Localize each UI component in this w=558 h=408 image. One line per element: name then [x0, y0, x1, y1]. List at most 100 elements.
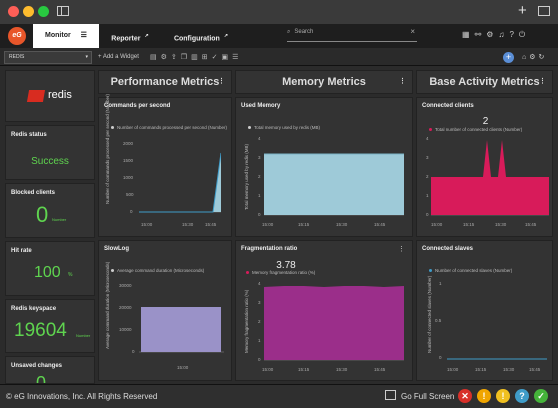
- y-axis-label: Number of connected slaves (Number): [427, 275, 432, 353]
- add-widget-button[interactable]: + Add a Widget: [98, 54, 139, 60]
- chart-legend: Number of commands processed per second …: [111, 125, 227, 130]
- bell-icon[interactable]: ♫: [498, 30, 510, 39]
- grid-icon[interactable]: ▦: [462, 30, 475, 39]
- kpi-hit-rate: Hit rate 100 %: [5, 241, 95, 296]
- error-status-icon[interactable]: ✕: [458, 389, 472, 403]
- home-icon[interactable]: ⌂: [522, 54, 530, 61]
- x-tick: 15:00: [431, 222, 443, 227]
- x-tick: 15:45: [205, 222, 217, 227]
- kpi-label: Hit rate: [11, 248, 32, 254]
- redis-logo-panel: redis: [5, 70, 95, 122]
- save-icon[interactable]: ▣: [221, 54, 233, 61]
- maximize-window-button[interactable]: [38, 6, 49, 17]
- y-tick: 2: [426, 174, 429, 179]
- x-tick: 15:30: [336, 367, 348, 372]
- clear-search-icon[interactable]: ×: [410, 27, 415, 36]
- section-activity: Base Activity Metrics ⋮: [416, 70, 553, 94]
- kpi-value: 19604: [14, 320, 67, 341]
- menu-icon[interactable]: ☰: [80, 32, 87, 39]
- chart-connected-slaves: Connected slaves Number of connected sla…: [416, 240, 553, 381]
- kpi-label: Redis status: [11, 132, 47, 138]
- component-select-value: REDIS: [9, 54, 25, 60]
- add-dashboard-button[interactable]: +: [503, 52, 514, 63]
- go-full-screen-button[interactable]: Go Full Screen: [401, 392, 455, 401]
- tab-reporter[interactable]: Reporter ↗: [100, 24, 160, 48]
- y-tick: 1: [426, 193, 429, 198]
- legend-label: Total number of connected clients (Numbe…: [435, 127, 523, 132]
- tab-monitor[interactable]: Monitor ☰: [33, 24, 99, 48]
- layout-icon[interactable]: ▤: [150, 54, 161, 61]
- chart-legend: Number of connected slaves (Number): [429, 268, 512, 273]
- chart-legend: Average command duration (Microseconds): [111, 268, 204, 273]
- x-tick: 15:15: [463, 222, 475, 227]
- legend-label: Memory fragmentation ratio (%): [252, 270, 316, 275]
- commands-plot: [139, 152, 221, 213]
- export-icon[interactable]: ⇪: [170, 54, 181, 61]
- minimize-window-button[interactable]: [23, 6, 34, 17]
- settings-icon[interactable]: ⚙: [486, 30, 499, 39]
- alert-status-icon[interactable]: !: [496, 389, 510, 403]
- kpi-value: 0: [36, 202, 49, 227]
- settings-icon[interactable]: ⚙: [160, 54, 171, 61]
- toolbar-right-icons: ⌂⚙↻: [522, 53, 547, 61]
- y-tick: 10000: [119, 327, 132, 332]
- close-window-button[interactable]: [8, 6, 19, 17]
- sidebar-toggle-icon[interactable]: [57, 6, 69, 16]
- kpi-value: 100: [34, 264, 61, 281]
- new-tab-icon[interactable]: +: [518, 2, 527, 19]
- chart-title: SlowLog: [104, 246, 129, 252]
- header-icons: ▦⚯⚙♫?⏻: [462, 30, 530, 40]
- app-header: eG Monitor ☰ Reporter ↗ Configuration ↗ ▦⚯…: [0, 24, 558, 48]
- y-tick: 0: [130, 209, 133, 214]
- y-tick: 0: [439, 355, 442, 360]
- more-options-icon[interactable]: ⋮: [399, 78, 406, 85]
- check-icon[interactable]: ✓: [211, 54, 222, 61]
- x-tick: 15:00: [447, 367, 459, 372]
- more-options-icon[interactable]: ⋮: [539, 78, 546, 85]
- fullscreen-icon[interactable]: [385, 390, 396, 400]
- component-select[interactable]: REDIS ▾: [4, 51, 92, 64]
- tab-overview-icon[interactable]: [538, 6, 550, 16]
- legend-label: Number of connected slaves (Number): [435, 268, 513, 273]
- link-icon[interactable]: ⚯: [474, 30, 487, 39]
- search-placeholder: Search: [294, 29, 314, 35]
- kpi-value: 0: [36, 373, 47, 384]
- x-tick: 15:00: [262, 367, 274, 372]
- memory-plot: [264, 153, 404, 216]
- kpi-label: Redis keyspace: [11, 306, 57, 312]
- y-tick: 0: [258, 212, 261, 217]
- y-tick: 4: [258, 281, 261, 286]
- delete-icon[interactable]: ▥: [191, 54, 202, 61]
- help-status-icon[interactable]: ?: [515, 389, 529, 403]
- x-tick: 15:15: [475, 367, 487, 372]
- y-tick: 0: [258, 357, 261, 362]
- gear-icon[interactable]: ⚙: [529, 54, 539, 61]
- more-options-icon[interactable]: ⋮: [218, 78, 225, 85]
- chart-legend: Memory fragmentation ratio (%): [246, 270, 315, 275]
- search-icon: ⌕: [287, 29, 291, 35]
- section-title: Performance Metrics: [110, 76, 220, 88]
- warning-status-icon[interactable]: !: [477, 389, 491, 403]
- x-tick: 15:30: [503, 367, 515, 372]
- search-input[interactable]: ⌕ Search ×: [287, 27, 417, 42]
- tab-configuration[interactable]: Configuration ↗: [162, 24, 240, 48]
- chart-slowlog: SlowLog Average command duration (Micros…: [98, 240, 232, 381]
- legend-label: Number of commands processed per second …: [117, 125, 228, 130]
- ok-status-icon[interactable]: ✓: [534, 389, 548, 403]
- share-icon[interactable]: ⊞: [201, 54, 212, 61]
- kpi-redis-keyspace: Redis keyspace 19604 Number: [5, 299, 95, 353]
- x-tick: 15:00: [141, 222, 153, 227]
- help-icon[interactable]: ?: [509, 30, 519, 39]
- more-options-icon[interactable]: ⋮: [398, 246, 405, 253]
- toolbar-icons: ▤⚙⇪❐▥⊞✓▣☰: [150, 53, 242, 61]
- y-tick: 1000: [123, 175, 134, 180]
- refresh-icon[interactable]: ↻: [538, 54, 548, 61]
- kpi-value: Success: [31, 156, 69, 167]
- more-icon[interactable]: ☰: [232, 54, 243, 61]
- redis-logo-icon: [26, 90, 46, 102]
- power-icon[interactable]: ⏻: [518, 30, 531, 39]
- frag-plot: [264, 286, 404, 361]
- y-tick: 4: [258, 136, 261, 141]
- copy-icon[interactable]: ❐: [180, 54, 192, 61]
- y-tick: 2000: [123, 141, 134, 146]
